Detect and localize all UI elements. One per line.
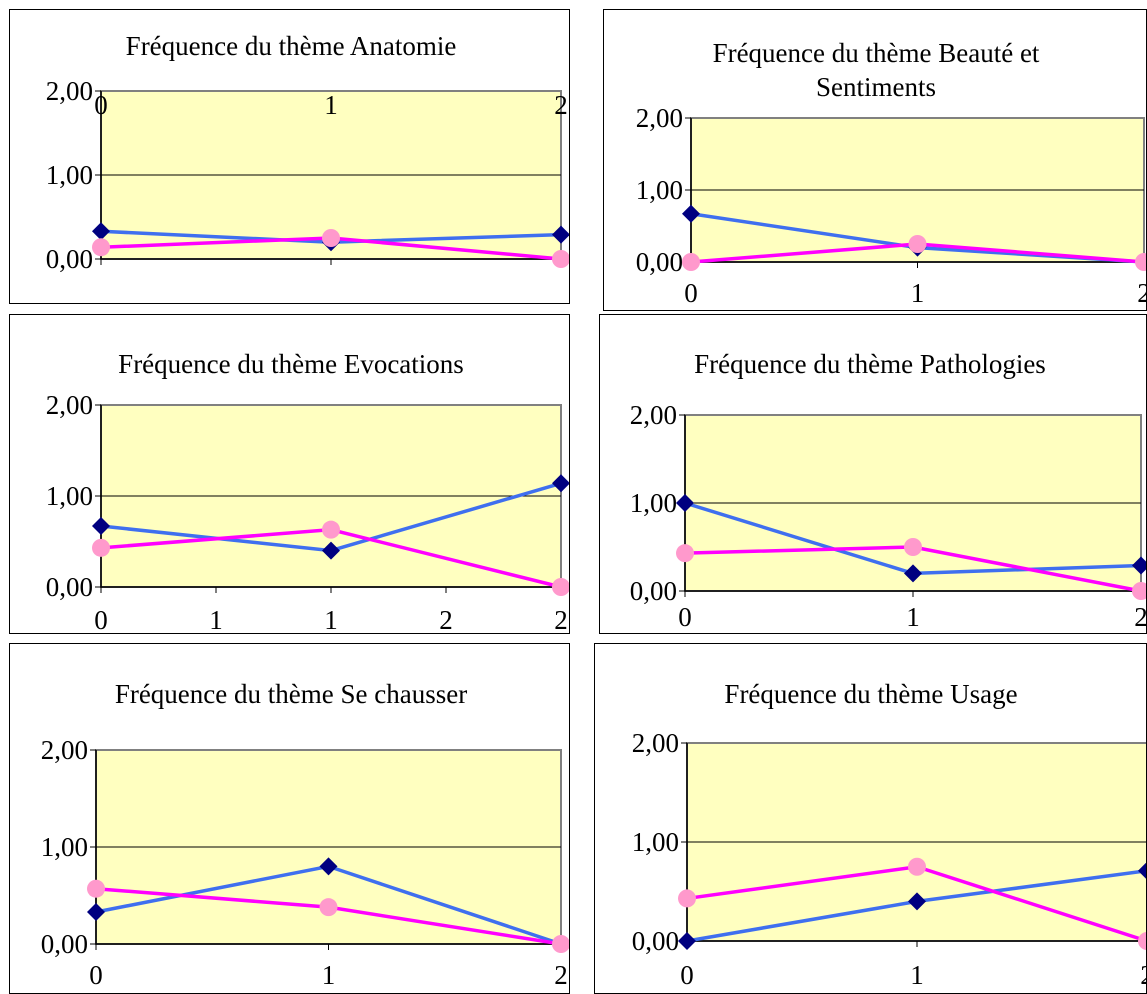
series-b-point <box>1138 932 1146 950</box>
series-a-point <box>1132 556 1146 575</box>
y-tick-label: 1,00 <box>632 827 679 857</box>
chart-title: Fréquence du thème Anatomie <box>126 31 457 61</box>
series-b-point <box>319 898 338 917</box>
series-a-point <box>904 564 922 583</box>
chart-svg: Fréquence du thème Anatomie 0,00 1,00 2,00 0… <box>46 31 569 274</box>
series-b-point <box>904 538 922 556</box>
chart-title: Fréquence du thème Evocations <box>118 349 464 379</box>
x-tick-label: 2 <box>554 960 568 990</box>
x-tick-label: 1 <box>322 960 336 990</box>
x-tick-label: 0 <box>94 605 108 634</box>
series-a-point <box>87 902 105 921</box>
chart-svg: Fréquence du thème Pathologies 0,00 1,00 2,… <box>630 349 1147 632</box>
y-tick-label: 1,00 <box>41 832 88 862</box>
series-b-point <box>682 253 700 271</box>
series-b-point <box>322 520 340 539</box>
x-tick-label: 1 <box>911 278 925 308</box>
chart-se-chausser: Fréquence du thème Se chausser 0,00 1,00 2,… <box>9 643 570 994</box>
x-tick-label: 1 <box>910 960 924 990</box>
x-tick-label: 0 <box>684 278 698 308</box>
series-b-point <box>908 235 927 253</box>
chart-usage: Fréquence du thème Usage 0,00 1,00 2,00 0 1 2 <box>594 643 1147 994</box>
x-tick-label: 2 <box>439 605 453 634</box>
series-a-point <box>552 474 569 493</box>
x-tick-label: 2 <box>554 90 568 120</box>
chart-title: Fréquence du thème Beauté et <box>713 38 1040 68</box>
x-tick-label: 0 <box>680 960 694 990</box>
series-b-point <box>552 578 569 596</box>
series-a-point <box>92 222 110 241</box>
series-b-point <box>908 857 926 876</box>
series-a-point <box>92 517 110 536</box>
series-a-point <box>319 857 338 876</box>
chart-anatomie: Fréquence du thème Anatomie 0,00 1,00 2,00 0… <box>9 9 570 304</box>
x-tick-label: 1 <box>324 605 338 634</box>
chart-svg: Fréquence du thème Se chausser 0,00 1,00 2,… <box>41 679 569 990</box>
y-tick-label: 0,00 <box>632 926 679 956</box>
x-tick-label: 2 <box>1140 960 1147 990</box>
chart-svg: Fréquence du thème Beauté et Sentiments 0,… <box>636 38 1147 308</box>
y-tick-label: 1,00 <box>46 481 93 511</box>
y-tick-label: 1,00 <box>46 160 93 190</box>
x-tick-label: 0 <box>678 602 692 632</box>
series-a-point <box>678 932 696 950</box>
series-b-point <box>92 238 110 257</box>
chart-evocations: Fréquence du thème Evocations 0,00 1,00 2,0… <box>9 314 570 634</box>
series-b-point <box>322 229 340 247</box>
chart-svg: Fréquence du thème Evocations 0,00 1,00 2,0… <box>46 349 569 634</box>
series-a-point <box>908 892 926 911</box>
series-b-point <box>1135 253 1146 271</box>
series-a-point <box>1138 862 1146 879</box>
y-tick-label: 2,00 <box>630 400 677 430</box>
x-tick-label: 2 <box>1134 602 1147 632</box>
y-tick-label: 2,00 <box>632 728 679 758</box>
x-tick-label: 0 <box>94 90 108 120</box>
y-tick-label: 0,00 <box>46 244 93 274</box>
y-tick-label: 0,00 <box>630 576 677 606</box>
chart-title: Fréquence du thème Usage <box>724 679 1017 709</box>
y-tick-label: 2,00 <box>41 735 88 765</box>
x-tick-label: 1 <box>209 605 223 634</box>
x-tick-label: 1 <box>906 602 920 632</box>
series-b-point <box>552 250 569 268</box>
chart-beaute-sentiments: Fréquence du thème Beauté et Sentiments 0,… <box>603 9 1147 311</box>
series-a-point <box>682 204 700 223</box>
chart-title: Fréquence du thème Se chausser <box>115 679 467 709</box>
y-tick-label: 1,00 <box>636 175 683 205</box>
series-b-point <box>92 538 110 557</box>
x-tick-label: 0 <box>89 960 103 990</box>
series-a-point <box>322 541 340 560</box>
y-tick-label: 2,00 <box>46 76 93 106</box>
y-tick-label: 0,00 <box>41 929 88 959</box>
series-b-point <box>678 889 696 908</box>
series-b-point <box>87 879 105 898</box>
x-tick-label: 1 <box>324 90 338 120</box>
y-tick-label: 2,00 <box>636 103 683 133</box>
chart-pathologies: Fréquence du thème Pathologies 0,00 1,00 2,… <box>599 314 1147 634</box>
x-tick-label: 2 <box>554 605 568 634</box>
x-tick-label: 2 <box>1137 278 1147 308</box>
series-a-point <box>676 494 694 512</box>
series-b-point <box>1132 582 1146 600</box>
series-b-point <box>552 935 569 953</box>
y-tick-label: 0,00 <box>636 247 683 277</box>
series-a-point <box>552 225 569 244</box>
y-tick-label: 0,00 <box>46 572 93 602</box>
chart-svg: Fréquence du thème Usage 0,00 1,00 2,00 0 1 2 <box>632 679 1147 990</box>
chart-title: Fréquence du thème Pathologies <box>694 349 1046 379</box>
chart-title: Sentiments <box>816 72 936 102</box>
y-tick-label: 2,00 <box>46 390 93 420</box>
series-b-point <box>676 544 694 563</box>
y-tick-label: 1,00 <box>630 488 677 518</box>
